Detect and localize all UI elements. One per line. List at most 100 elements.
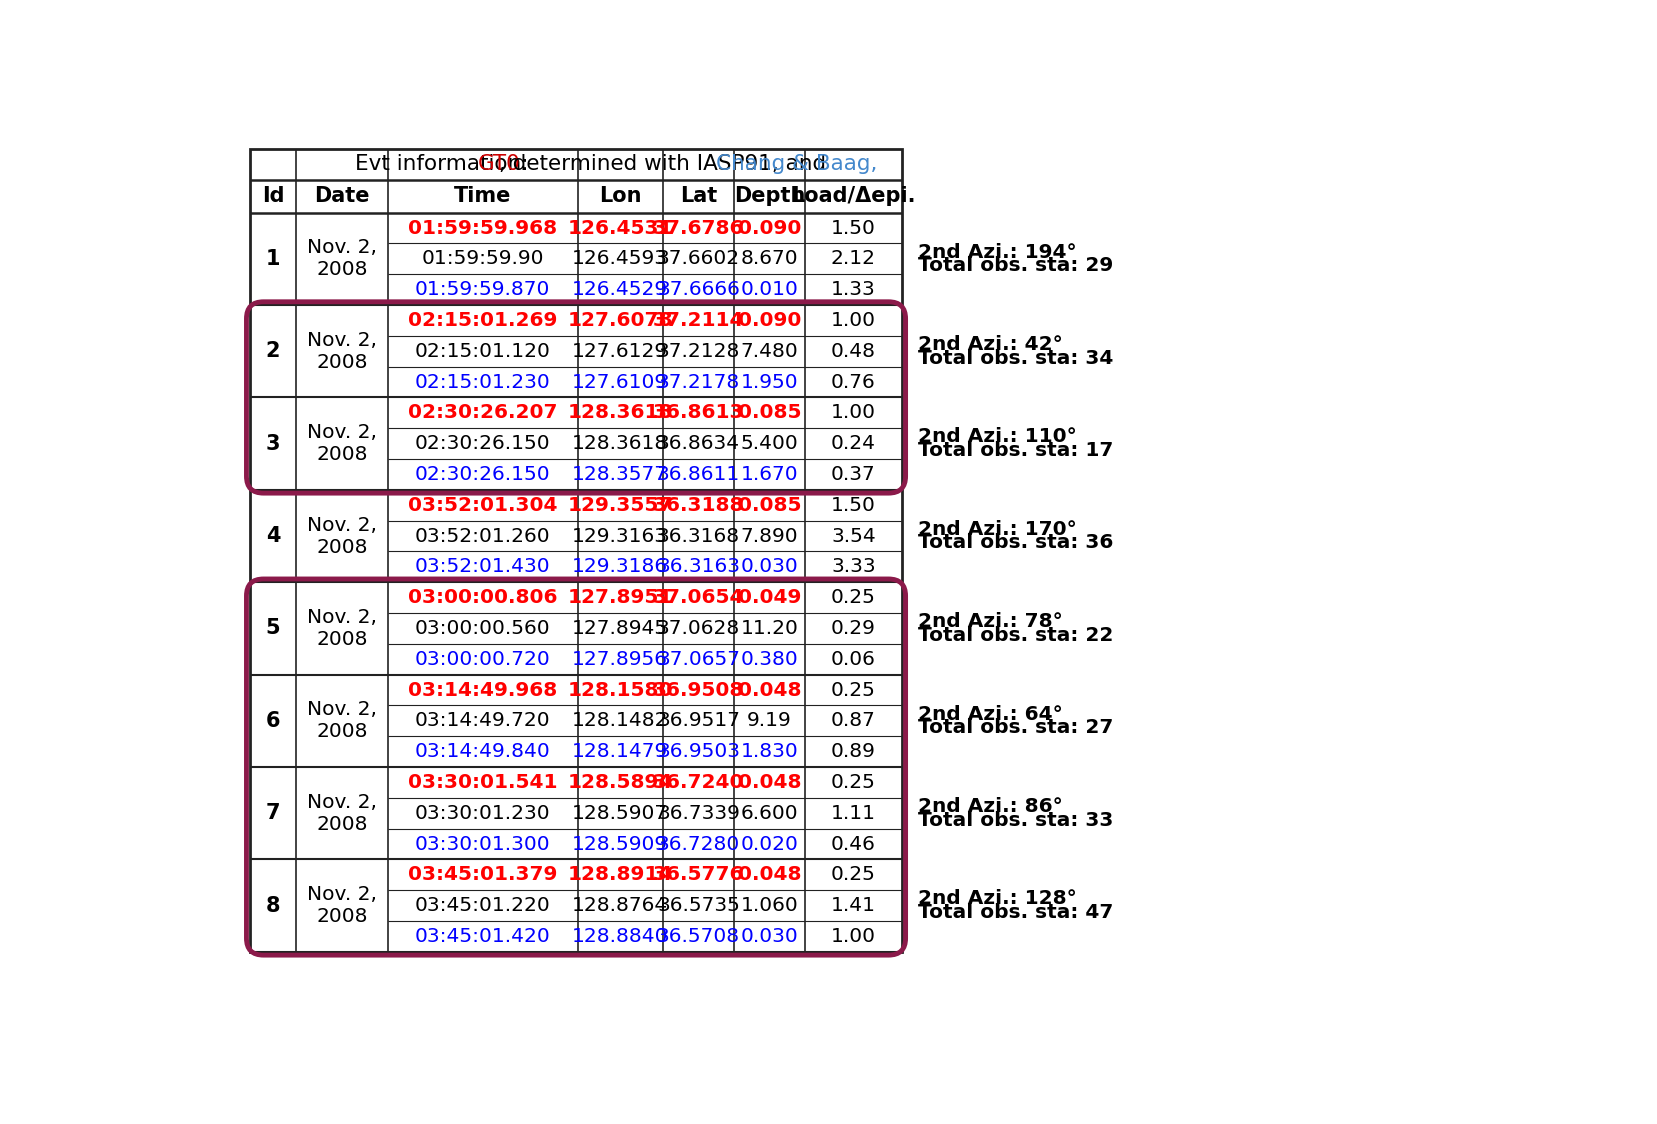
Text: 1.11: 1.11 (830, 804, 877, 823)
Text: Nov. 2,
2008: Nov. 2, 2008 (307, 238, 378, 280)
Text: 2nd Azi.: 170°: 2nd Azi.: 170° (918, 519, 1077, 538)
Text: 3.33: 3.33 (832, 558, 877, 577)
Text: 128.5909: 128.5909 (572, 834, 668, 853)
Text: 7.480: 7.480 (741, 342, 799, 361)
Text: 8: 8 (265, 896, 280, 916)
Text: 11.20: 11.20 (741, 619, 799, 638)
Text: 01:59:59.968: 01:59:59.968 (408, 218, 557, 237)
Text: 2nd Azi.: 86°: 2nd Azi.: 86° (918, 797, 1062, 816)
Text: 36.8634: 36.8634 (656, 434, 741, 453)
Text: 37.2128: 37.2128 (656, 342, 741, 361)
Text: 36.8613: 36.8613 (653, 404, 744, 423)
Text: 37.2114: 37.2114 (653, 311, 744, 330)
Text: 03:45:01.379: 03:45:01.379 (408, 865, 557, 885)
Text: 0.46: 0.46 (832, 834, 877, 853)
Text: 1.670: 1.670 (741, 465, 799, 484)
Text: 2nd Azi.: 194°: 2nd Azi.: 194° (918, 243, 1077, 262)
Text: 02:30:26.207: 02:30:26.207 (408, 404, 557, 423)
Text: 1.950: 1.950 (741, 372, 799, 391)
Text: 01:59:59.870: 01:59:59.870 (414, 280, 550, 299)
Text: 03:14:49.840: 03:14:49.840 (414, 742, 550, 761)
Text: 01:59:59.90: 01:59:59.90 (421, 250, 543, 269)
Text: 1.830: 1.830 (741, 742, 799, 761)
Text: 36.7339: 36.7339 (658, 804, 741, 823)
Text: 36.5776: 36.5776 (653, 865, 744, 885)
Text: 6: 6 (265, 710, 280, 731)
Text: 36.7240: 36.7240 (653, 773, 744, 792)
Text: 37.0654: 37.0654 (653, 588, 744, 607)
Text: 3.54: 3.54 (832, 526, 877, 545)
Text: 0.030: 0.030 (741, 927, 799, 946)
Text: 36.7280: 36.7280 (656, 834, 741, 853)
Text: 2nd Azi.: 110°: 2nd Azi.: 110° (918, 427, 1077, 446)
Text: 2nd Azi.: 64°: 2nd Azi.: 64° (918, 705, 1062, 724)
Text: 0.29: 0.29 (832, 619, 877, 638)
Text: 7: 7 (265, 804, 280, 823)
Text: 0.89: 0.89 (832, 742, 877, 761)
Text: 37.2178: 37.2178 (656, 372, 741, 391)
Text: 127.6109: 127.6109 (572, 372, 668, 391)
Text: 36.3163: 36.3163 (656, 558, 741, 577)
Text: 128.3618: 128.3618 (572, 434, 668, 453)
Text: 129.3186: 129.3186 (572, 558, 668, 577)
Text: 2nd Azi.: 128°: 2nd Azi.: 128° (918, 889, 1077, 908)
Text: 36.8611: 36.8611 (656, 465, 741, 484)
Text: 128.5894: 128.5894 (567, 773, 673, 792)
Text: 03:52:01.430: 03:52:01.430 (414, 558, 550, 577)
Text: Total obs. sta: 47: Total obs. sta: 47 (918, 903, 1114, 922)
Text: Total obs. sta: 27: Total obs. sta: 27 (918, 718, 1114, 737)
Text: 0.24: 0.24 (830, 434, 877, 453)
Text: 0.06: 0.06 (832, 650, 877, 669)
Text: GT0: GT0 (477, 154, 520, 174)
Text: 37.0657: 37.0657 (656, 650, 741, 669)
Text: 0.25: 0.25 (832, 680, 877, 699)
Text: 5.400: 5.400 (741, 434, 799, 453)
Text: 36.3168: 36.3168 (656, 526, 741, 545)
Text: 2.12: 2.12 (830, 250, 877, 269)
Text: 0.090: 0.090 (737, 218, 800, 237)
Text: 0.76: 0.76 (832, 372, 877, 391)
Text: Total obs. sta: 34: Total obs. sta: 34 (918, 348, 1114, 368)
Text: 129.3163: 129.3163 (572, 526, 668, 545)
Text: 02:15:01.120: 02:15:01.120 (414, 342, 550, 361)
Text: Nov. 2,
2008: Nov. 2, 2008 (307, 330, 378, 372)
Text: 129.3557: 129.3557 (567, 496, 673, 515)
Text: Evt information:: Evt information: (355, 154, 535, 174)
Text: Total obs. sta: 22: Total obs. sta: 22 (918, 626, 1114, 645)
Text: 2: 2 (265, 342, 280, 361)
Text: 03:45:01.420: 03:45:01.420 (414, 927, 550, 946)
Text: 0.87: 0.87 (832, 711, 877, 731)
Text: Lon: Lon (598, 187, 641, 206)
Text: Depth: Depth (734, 187, 805, 206)
Text: 128.3577: 128.3577 (572, 465, 668, 484)
Text: 1.33: 1.33 (832, 280, 877, 299)
Text: 03:30:01.300: 03:30:01.300 (414, 834, 550, 853)
Text: 0.085: 0.085 (737, 404, 800, 423)
Text: 1.00: 1.00 (830, 311, 877, 330)
Text: 0.25: 0.25 (832, 773, 877, 792)
Text: Load/Δepi.: Load/Δepi. (792, 187, 916, 206)
Text: 37.0628: 37.0628 (656, 619, 741, 638)
Text: 5: 5 (265, 618, 280, 638)
Text: 37.6786: 37.6786 (653, 218, 744, 237)
Text: 36.5735: 36.5735 (658, 896, 741, 915)
Text: 0.048: 0.048 (737, 773, 800, 792)
Text: 03:14:49.720: 03:14:49.720 (414, 711, 550, 731)
Text: 03:30:01.541: 03:30:01.541 (408, 773, 557, 792)
Text: 127.6078: 127.6078 (567, 311, 673, 330)
Text: 3: 3 (265, 434, 280, 454)
Text: 03:00:00.560: 03:00:00.560 (414, 619, 550, 638)
Text: 03:45:01.220: 03:45:01.220 (414, 896, 550, 915)
Text: 0.048: 0.048 (737, 680, 800, 699)
Text: 36.3188: 36.3188 (653, 496, 744, 515)
Text: 37.6602: 37.6602 (656, 250, 741, 269)
Text: 128.1479: 128.1479 (572, 742, 668, 761)
Text: 1.50: 1.50 (832, 218, 877, 237)
Text: 4: 4 (265, 526, 280, 546)
Text: 36.9503: 36.9503 (656, 742, 741, 761)
Text: Date: Date (315, 187, 370, 206)
Text: 0.048: 0.048 (737, 865, 800, 885)
Text: 37.6666: 37.6666 (658, 280, 741, 299)
Text: 9.19: 9.19 (747, 711, 792, 731)
Text: 1.50: 1.50 (832, 496, 877, 515)
